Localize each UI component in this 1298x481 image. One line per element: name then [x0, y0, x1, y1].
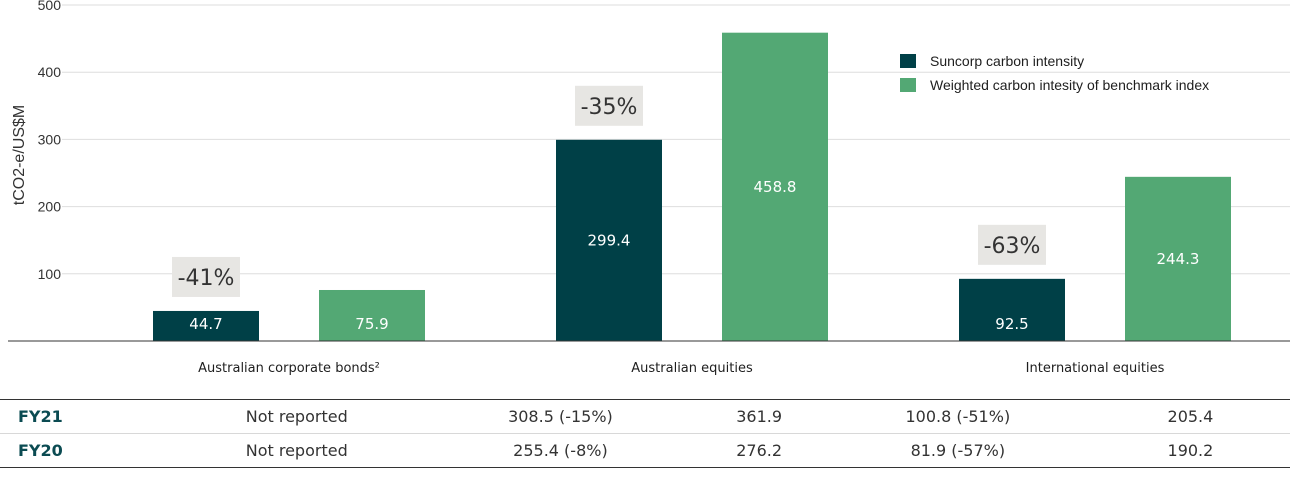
category-label: International equities: [1026, 361, 1165, 376]
y-tick-label: 200: [38, 199, 62, 215]
change-annotations: -41% -35% -63%: [172, 85, 1046, 297]
bar-value-label: 75.9: [355, 315, 388, 333]
y-tick-label: 300: [38, 131, 62, 147]
y-axis-ticks: 100 200 300 400 500: [38, 0, 62, 282]
category-label: Australian corporate bonds²: [198, 361, 380, 376]
legend-swatch-benchmark: [900, 78, 916, 92]
legend-label-benchmark: Weighted carbon intesity of benchmark in…: [930, 77, 1210, 93]
change-label: -35%: [581, 95, 638, 120]
legend-label-suncorp: Suncorp carbon intensity: [930, 53, 1085, 69]
change-box: [172, 256, 240, 297]
table-cell: 308.5 (-15%): [427, 399, 694, 434]
change-box: [978, 224, 1046, 265]
row-label: FY20: [0, 433, 167, 468]
bar-chart: 100 200 300 400 500 tCO2-e/US$M 44.7 75.9 299.…: [8, 0, 1290, 376]
y-tick-label: 400: [38, 64, 62, 80]
category-labels: Australian corporate bonds² Australian eq…: [198, 361, 1164, 376]
table-row: FY21 Not reported 308.5 (-15%) 361.9 100…: [0, 399, 1290, 434]
y-tick-label: 100: [38, 266, 62, 282]
bar-benchmark: [319, 289, 425, 341]
bar-suncorp: [959, 278, 1065, 341]
history-table: FY21 Not reported 308.5 (-15%) 361.9 100…: [0, 399, 1290, 468]
legend-item-benchmark: Weighted carbon intesity of benchmark in…: [900, 73, 1290, 97]
table-cell: Not reported: [166, 399, 428, 434]
table-cell: 361.9: [693, 399, 825, 434]
table-cell: 100.8 (-51%): [824, 399, 1091, 434]
table-cell: 255.4 (-8%): [427, 433, 694, 468]
row-label: FY21: [0, 399, 167, 434]
bar-value-label: 458.8: [754, 178, 797, 196]
bar-suncorp: [153, 310, 259, 341]
bars: 44.7 75.9 299.4 458.8 92.5 244.3: [153, 32, 1231, 341]
change-label: -63%: [984, 234, 1041, 259]
table-cell: 205.4: [1090, 399, 1290, 434]
gridlines: [62, 4, 1290, 275]
legend-item-suncorp: Suncorp carbon intensity: [900, 49, 1290, 73]
bar-benchmark: [1125, 176, 1231, 341]
table-cell: 81.9 (-57%): [824, 433, 1091, 468]
category-label: Australian equities: [631, 361, 753, 376]
table-cell: 276.2: [693, 433, 825, 468]
legend-swatch-suncorp: [900, 54, 916, 68]
table-cell: Not reported: [166, 433, 428, 468]
bar-value-label: 244.3: [1157, 250, 1200, 268]
y-tick-label: 500: [38, 0, 62, 13]
change-label: -41%: [178, 266, 235, 291]
bar-value-label: 299.4: [588, 231, 631, 249]
bar-suncorp: [556, 139, 662, 341]
table-cell: 190.2: [1090, 433, 1290, 468]
bar-benchmark: [722, 32, 828, 341]
legend: Suncorp carbon intensity Weighted carbon…: [900, 49, 1290, 97]
y-axis-title: tCO2-e/US$M: [11, 105, 28, 205]
change-box: [575, 85, 643, 126]
bar-value-label: 44.7: [189, 315, 222, 333]
bar-value-label: 92.5: [995, 315, 1028, 333]
table-row: FY20 Not reported 255.4 (-8%) 276.2 81.9…: [0, 433, 1290, 468]
